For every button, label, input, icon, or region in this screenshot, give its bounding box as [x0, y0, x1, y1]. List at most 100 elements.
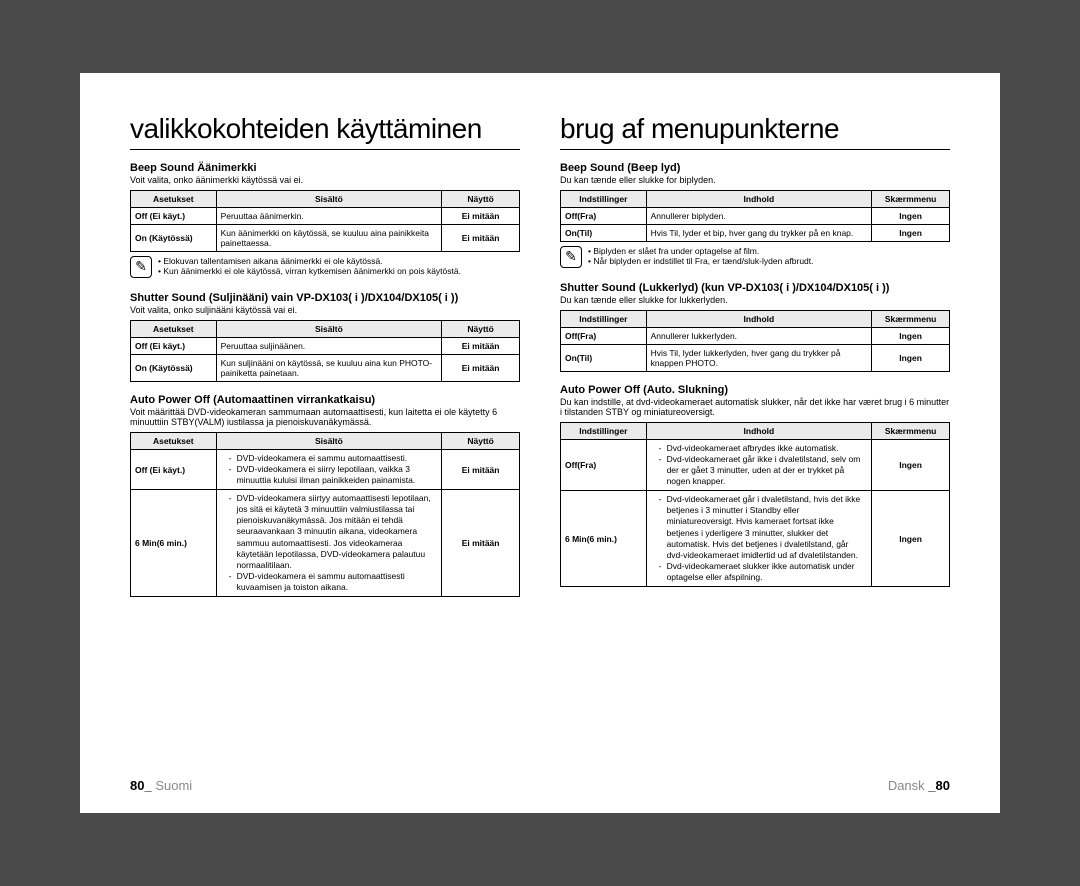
td: Kun suljinääni on käytössä, se kuuluu ai… — [216, 354, 442, 381]
td: Ingen — [872, 207, 950, 224]
th: Indstillinger — [561, 190, 647, 207]
td: On(Til) — [561, 224, 647, 241]
td: Ei mitään — [442, 490, 520, 596]
td: Off (Ei käyt.) — [131, 337, 217, 354]
th: Sisältö — [216, 190, 442, 207]
note-box-right: ✎ Biplyden er slået fra under optagelse … — [560, 246, 950, 268]
th: Indhold — [646, 190, 872, 207]
td: On(Til) — [561, 344, 647, 371]
shutter-table-right: Indstillinger Indhold Skærmmenu Off(Fra)… — [560, 310, 950, 372]
td: Peruuttaa äänimerkin. — [216, 207, 442, 224]
beep-heading-right: Beep Sound (Beep lyd) — [560, 162, 950, 174]
page-num-left: 80_ — [130, 778, 152, 793]
td: DVD-videokamera ei sammu automaattisesti… — [216, 450, 442, 490]
manual-page: valikkokohteiden käyttäminen Beep Sound … — [80, 73, 1000, 813]
note-icon: ✎ — [560, 246, 582, 268]
td: Annullerer lukkerlyden. — [646, 327, 872, 344]
li: DVD-videokamera ei sammu automaattisesti… — [229, 571, 438, 593]
td: DVD-videokamera siirtyy automaattisesti … — [216, 490, 442, 596]
footer-right: Dansk _80 — [888, 778, 950, 793]
li: Dvd-videokameraet afbrydes ikke automati… — [659, 443, 868, 454]
li: Dvd-videokameraet slukker ikke automatis… — [659, 561, 868, 583]
td: Dvd-videokameraet afbrydes ikke automati… — [646, 440, 872, 491]
left-column: valikkokohteiden käyttäminen Beep Sound … — [130, 113, 520, 783]
td: Ingen — [872, 440, 950, 491]
autopower-heading-right: Auto Power Off (Auto. Slukning) — [560, 384, 950, 396]
shutter-table-left: Asetukset Sisältö Näyttö Off (Ei käyt.) … — [130, 320, 520, 382]
footer-left: 80_ Suomi — [130, 778, 192, 793]
li: Dvd-videokameraet går ikke i dvaletilsta… — [659, 454, 868, 487]
th: Asetukset — [131, 433, 217, 450]
note-item: Biplyden er slået fra under optagelse af… — [588, 246, 814, 257]
th: Asetukset — [131, 320, 217, 337]
th: Indhold — [646, 423, 872, 440]
td: Dvd-videokameraet går i dvaletilstand, h… — [646, 491, 872, 586]
th: Indstillinger — [561, 310, 647, 327]
th: Skærmmenu — [872, 423, 950, 440]
autopower-table-left: Asetukset Sisältö Näyttö Off (Ei käyt.) … — [130, 432, 520, 597]
li: DVD-videokamera ei siirry lepotilaan, va… — [229, 464, 438, 486]
th: Sisältö — [216, 433, 442, 450]
td: On (Käytössä) — [131, 224, 217, 251]
td: Off(Fra) — [561, 327, 647, 344]
note-item: Elokuvan tallentamisen aikana äänimerkki… — [158, 256, 461, 267]
page-num-right: _80 — [928, 778, 950, 793]
shutter-intro-right: Du kan tænde eller slukke for lukkerlyde… — [560, 295, 950, 306]
note-box-left: ✎ Elokuvan tallentamisen aikana äänimerk… — [130, 256, 520, 278]
td: Kun äänimerkki on käytössä, se kuuluu ai… — [216, 224, 442, 251]
note-list: Elokuvan tallentamisen aikana äänimerkki… — [158, 256, 461, 277]
th: Näyttö — [442, 433, 520, 450]
beep-intro-right: Du kan tænde eller slukke for biplyden. — [560, 175, 950, 186]
autopower-intro-left: Voit määrittää DVD-videokameran sammumaa… — [130, 407, 520, 429]
td: Peruuttaa suljinäänen. — [216, 337, 442, 354]
td: Ei mitään — [442, 450, 520, 490]
li: Dvd-videokameraet går i dvaletilstand, h… — [659, 494, 868, 560]
td: Ei mitään — [442, 207, 520, 224]
note-icon: ✎ — [130, 256, 152, 278]
td: 6 Min(6 min.) — [561, 491, 647, 586]
td: Ei mitään — [442, 337, 520, 354]
td: Off (Ei käyt.) — [131, 450, 217, 490]
th: Indhold — [646, 310, 872, 327]
td: Annullerer biplyden. — [646, 207, 872, 224]
th: Näyttö — [442, 320, 520, 337]
th: Skærmmenu — [872, 310, 950, 327]
td: Ei mitään — [442, 354, 520, 381]
td: Hvis Til, lyder et bip, hver gang du try… — [646, 224, 872, 241]
lang-left: Suomi — [155, 778, 192, 793]
td: Ingen — [872, 491, 950, 586]
autopower-heading-left: Auto Power Off (Automaattinen virrankatk… — [130, 394, 520, 406]
th: Asetukset — [131, 190, 217, 207]
beep-heading-left: Beep Sound Äänimerkki — [130, 162, 520, 174]
right-title: brug af menupunkterne — [560, 113, 950, 150]
td: Ingen — [872, 327, 950, 344]
note-item: Når biplyden er indstillet til Fra, er t… — [588, 256, 814, 267]
shutter-heading-left: Shutter Sound (Suljinääni) vain VP-DX103… — [130, 292, 520, 304]
td: Ei mitään — [442, 224, 520, 251]
shutter-heading-right: Shutter Sound (Lukkerlyd) (kun VP-DX103(… — [560, 282, 950, 294]
autopower-table-right: Indstillinger Indhold Skærmmenu Off(Fra)… — [560, 422, 950, 587]
beep-intro-left: Voit valita, onko äänimerkki käytössä va… — [130, 175, 520, 186]
left-title: valikkokohteiden käyttäminen — [130, 113, 520, 150]
shutter-intro-left: Voit valita, onko suljinääni käytössä va… — [130, 305, 520, 316]
note-item: Kun äänimerkki ei ole käytössä, virran k… — [158, 266, 461, 277]
th: Näyttö — [442, 190, 520, 207]
right-column: brug af menupunkterne Beep Sound (Beep l… — [560, 113, 950, 783]
td: Ingen — [872, 344, 950, 371]
td: Ingen — [872, 224, 950, 241]
td: Off(Fra) — [561, 440, 647, 491]
td: Off(Fra) — [561, 207, 647, 224]
td: 6 Min(6 min.) — [131, 490, 217, 596]
li: DVD-videokamera ei sammu automaattisesti… — [229, 453, 438, 464]
th: Skærmmenu — [872, 190, 950, 207]
autopower-intro-right: Du kan indstille, at dvd-videokameraet a… — [560, 397, 950, 419]
td: Off (Ei käyt.) — [131, 207, 217, 224]
note-list: Biplyden er slået fra under optagelse af… — [588, 246, 814, 267]
beep-table-right: Indstillinger Indhold Skærmmenu Off(Fra)… — [560, 190, 950, 242]
th: Sisältö — [216, 320, 442, 337]
td: Hvis Til, lyder lukkerlyden, hver gang d… — [646, 344, 872, 371]
beep-table-left: Asetukset Sisältö Näyttö Off (Ei käyt.) … — [130, 190, 520, 252]
li: DVD-videokamera siirtyy automaattisesti … — [229, 493, 438, 570]
lang-right: Dansk — [888, 778, 925, 793]
th: Indstillinger — [561, 423, 647, 440]
